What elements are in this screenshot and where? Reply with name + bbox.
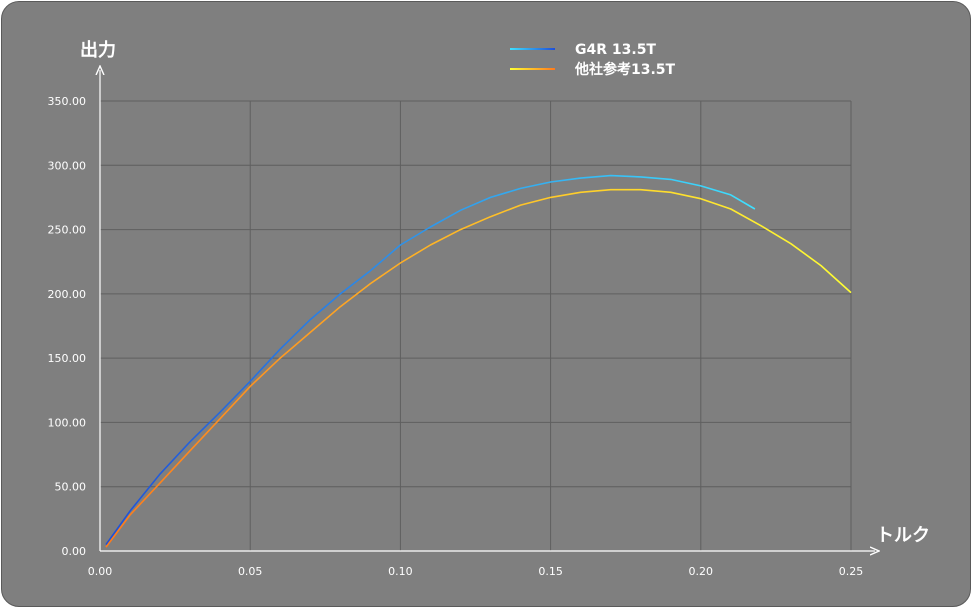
y-tick-labels: 0.00 50.00 100.00 150.00 200.00 250.00 300.00 3… [48, 95, 87, 558]
y-tick-label: 100.00 [48, 416, 87, 429]
y-tick-label: 350.00 [48, 95, 87, 108]
y-tick-label: 150.00 [48, 352, 87, 365]
x-tick-label: 0.25 [839, 565, 864, 578]
x-axis-title: トルク [876, 525, 930, 546]
x-tick-label: 0.05 [238, 565, 263, 578]
legend-label-other: 他社参考13.5T [574, 61, 676, 78]
y-tick-label: 300.00 [48, 159, 87, 172]
grid-lines [100, 100, 852, 551]
x-tick-label: 0.10 [388, 565, 413, 578]
series-line-0 [105, 174, 756, 546]
y-tick-label: 200.00 [48, 288, 87, 301]
x-tick-label: 0.00 [88, 565, 113, 578]
y-tick-label: 50.00 [55, 481, 87, 494]
series-line-1 [105, 188, 852, 548]
series-lines [105, 174, 852, 548]
y-tick-label: 0.00 [62, 545, 87, 558]
x-tick-label: 0.20 [689, 565, 714, 578]
axes [100, 70, 875, 551]
x-tick-label: 0.15 [538, 565, 563, 578]
legend-label-g4r: G4R 13.5T [575, 42, 656, 58]
y-tick-label: 250.00 [48, 224, 87, 237]
legend: G4R 13.5T 他社参考13.5T [510, 42, 676, 78]
x-tick-labels: 0.00 0.05 0.10 0.15 0.20 0.25 [88, 565, 864, 578]
y-axis-title: 出力 [80, 39, 116, 61]
